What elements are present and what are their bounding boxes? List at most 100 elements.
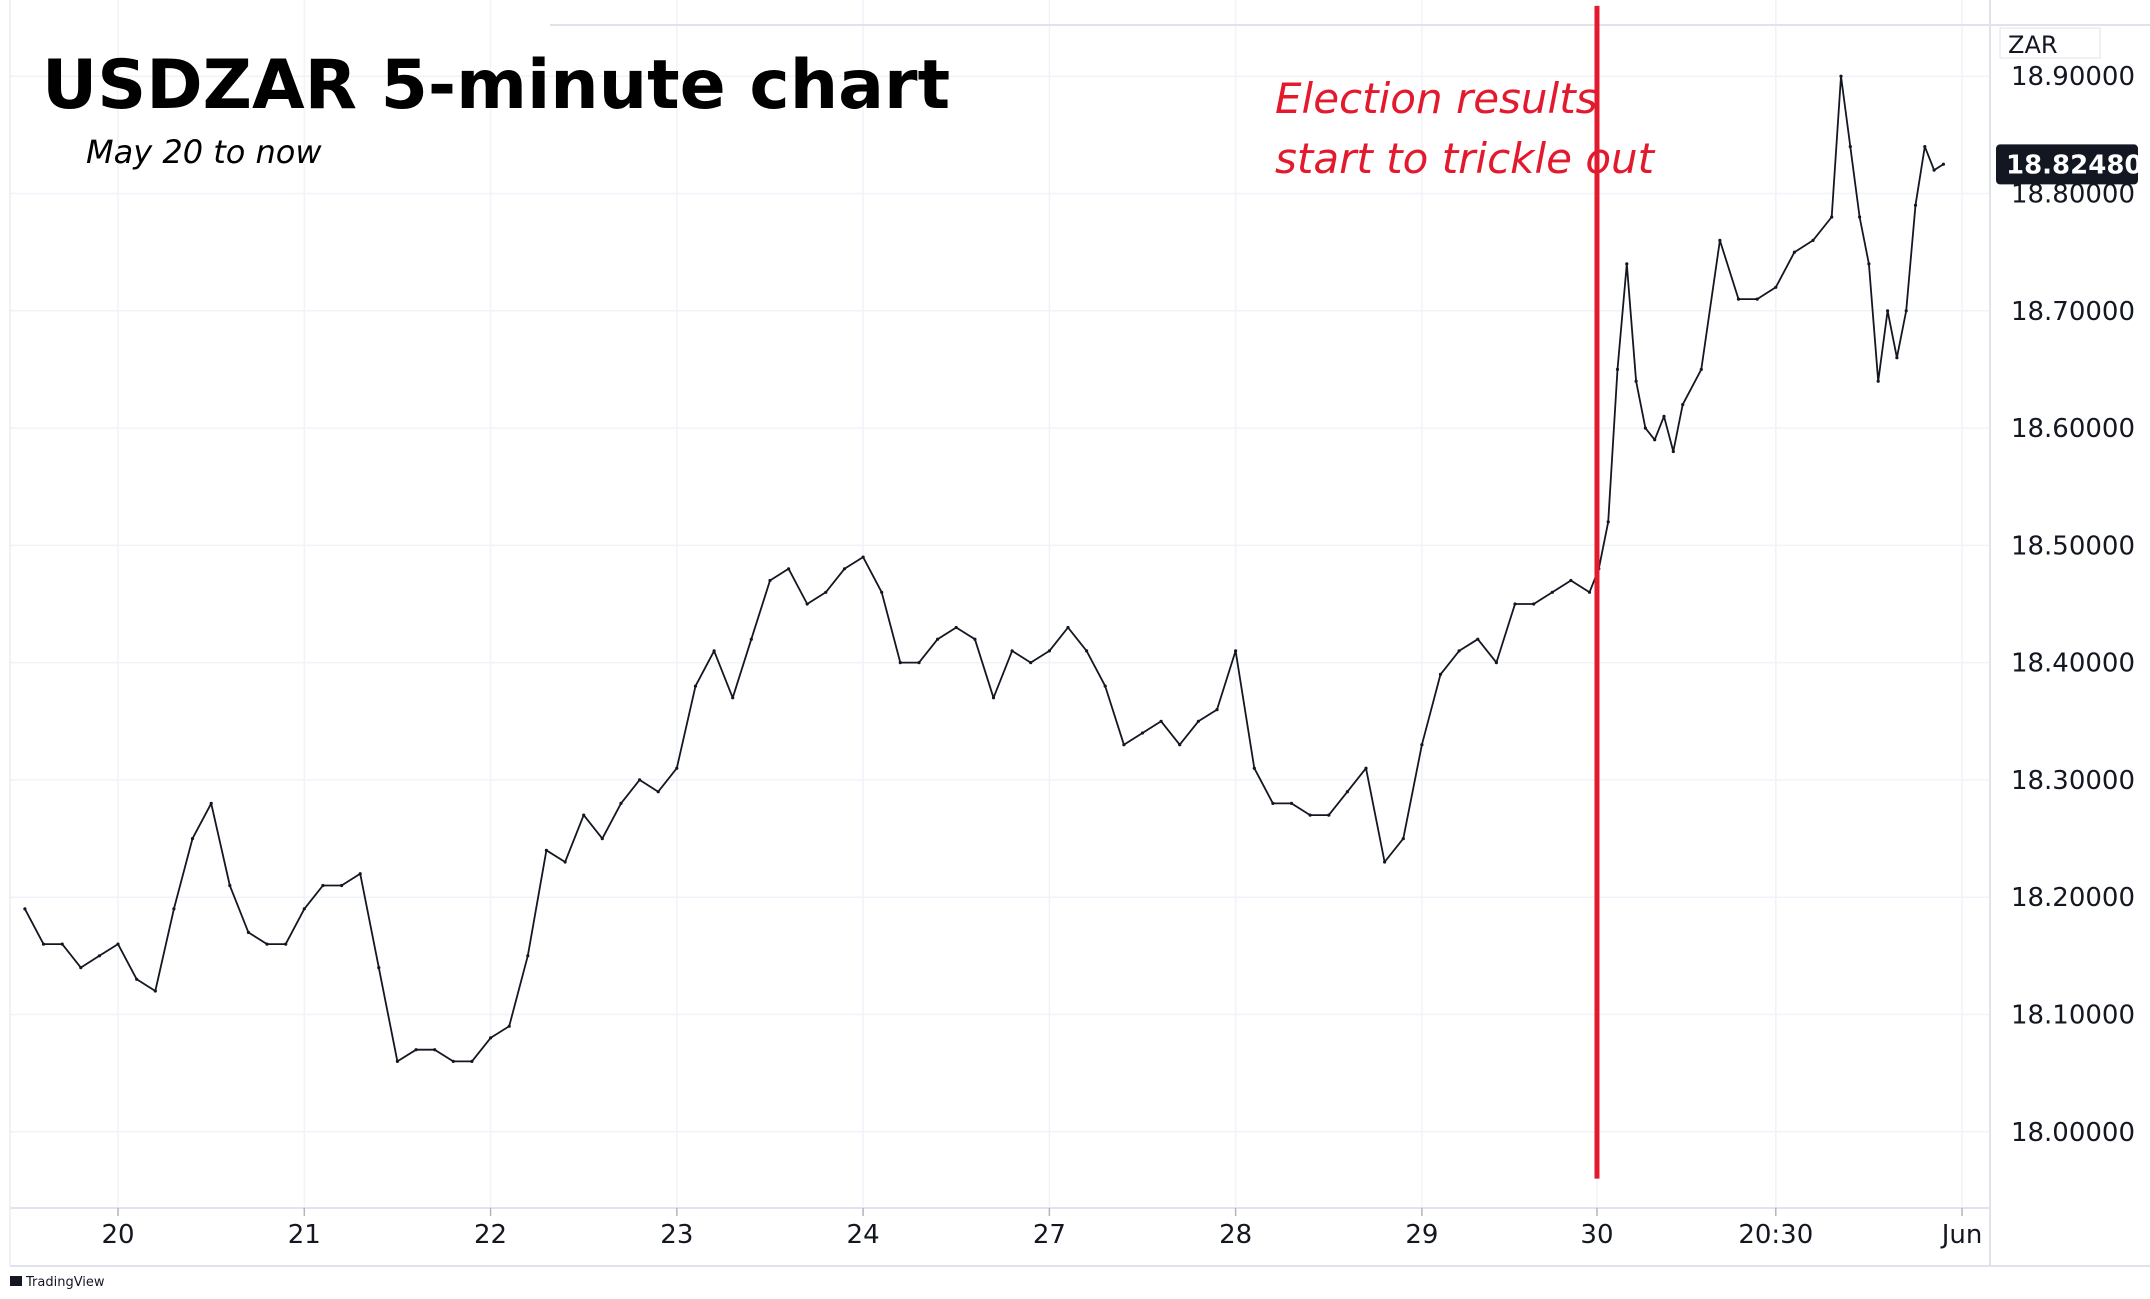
x-tick-label: 29: [1405, 1220, 1438, 1250]
price-point: [787, 567, 791, 571]
price-point: [1774, 285, 1778, 289]
unit-label: ZAR: [2008, 31, 2058, 59]
price-point: [302, 907, 306, 911]
price-point: [1671, 449, 1675, 454]
price-point: [1047, 649, 1051, 653]
tradingview-brand-label: TradingView: [25, 1275, 105, 1290]
price-point: [731, 696, 735, 700]
y-tick-label: 18.70000: [2011, 297, 2135, 327]
chart-subtitle: May 20 to now: [86, 133, 322, 171]
price-point: [1653, 438, 1657, 442]
price-point: [563, 860, 567, 864]
y-tick-label: 18.40000: [2011, 649, 2135, 679]
price-point: [1178, 743, 1182, 747]
price-point: [1587, 590, 1592, 594]
price-point: [340, 883, 344, 888]
price-point: [1103, 684, 1107, 688]
x-tick-label: 22: [474, 1220, 507, 1250]
price-point: [1848, 145, 1852, 149]
price-point: [1234, 649, 1238, 653]
price-point: [1867, 262, 1871, 266]
price-point: [1420, 743, 1424, 747]
price-point: [1271, 801, 1275, 806]
price-point: [1913, 203, 1918, 207]
x-tick-label: 28: [1219, 1220, 1252, 1250]
price-point: [1550, 590, 1554, 594]
price-point: [1140, 731, 1145, 735]
price-point: [489, 1036, 493, 1040]
last-price-tag-background: [1996, 144, 2138, 185]
x-tick-label: 27: [1033, 1220, 1066, 1250]
price-point: [1615, 367, 1620, 371]
price-point: [842, 567, 847, 571]
tradingview-logo: TradingView: [10, 1275, 105, 1290]
price-point: [768, 578, 772, 583]
x-tick-label: 24: [847, 1220, 880, 1250]
price-point: [1308, 813, 1312, 817]
price-point: [675, 766, 679, 770]
price-point: [209, 801, 213, 806]
price-point: [116, 942, 120, 946]
price-point: [824, 590, 828, 594]
price-point: [991, 696, 996, 700]
price-point: [973, 637, 977, 641]
price-point: [1029, 661, 1033, 665]
price-point: [1494, 661, 1498, 665]
annotation-text-line-2: start to trickle out: [1275, 134, 1656, 183]
tradingview-logo-icon: [10, 1276, 22, 1286]
y-tick-label: 18.90000: [2011, 62, 2135, 92]
price-point: [451, 1059, 455, 1063]
price-point: [1904, 309, 1908, 313]
y-tick-label: 18.60000: [2011, 414, 2135, 444]
price-point: [526, 954, 530, 958]
x-tick-label: 30: [1580, 1220, 1613, 1250]
price-point: [1457, 649, 1461, 653]
price-point: [1513, 602, 1517, 606]
chart-title: USDZAR 5-minute chart: [42, 46, 950, 125]
x-tick-label: 20:30: [1738, 1220, 1813, 1250]
price-point: [619, 801, 623, 806]
price-point: [936, 637, 940, 641]
price-point: [190, 837, 195, 841]
x-tick-label: 21: [288, 1220, 321, 1250]
price-point: [638, 778, 642, 782]
price-point: [917, 661, 921, 665]
price-point: [880, 590, 884, 594]
x-tick-label: 23: [660, 1220, 693, 1250]
price-point: [1215, 708, 1219, 712]
price-point: [1941, 162, 1945, 166]
y-axis-ticks: 18.00000 18.10000 18.20000 18.30000 18.40000…: [2011, 62, 2135, 1148]
price-point: [1858, 215, 1862, 219]
price-point: [1643, 426, 1647, 430]
price-point: [246, 930, 250, 935]
price-point: [1066, 625, 1070, 630]
price-point: [1755, 297, 1759, 301]
price-point: [1159, 719, 1163, 723]
price-point: [60, 942, 64, 946]
y-tick-label: 18.80000: [2011, 180, 2135, 210]
grid-lines: [10, 0, 1990, 1208]
price-point: [433, 1048, 437, 1052]
price-point: [1681, 403, 1685, 407]
price-point: [544, 848, 549, 852]
price-point: [1699, 367, 1703, 371]
price-point: [470, 1059, 474, 1063]
price-point: [97, 954, 101, 958]
last-price-label: 18.82480: [2006, 150, 2143, 180]
price-point: [1438, 672, 1443, 677]
price-point: [284, 942, 288, 946]
price-point: [1401, 837, 1405, 841]
price-point: [1792, 250, 1796, 254]
price-point: [1532, 602, 1536, 606]
price-point: [1736, 297, 1741, 301]
price-point: [395, 1059, 399, 1063]
price-point: [1345, 790, 1349, 794]
price-point: [321, 883, 325, 888]
price-point: [600, 837, 604, 841]
y-tick-label: 18.30000: [2011, 766, 2135, 796]
price-point: [41, 942, 46, 946]
price-point: [135, 977, 139, 981]
price-point: [265, 942, 269, 946]
price-point: [1830, 215, 1834, 219]
